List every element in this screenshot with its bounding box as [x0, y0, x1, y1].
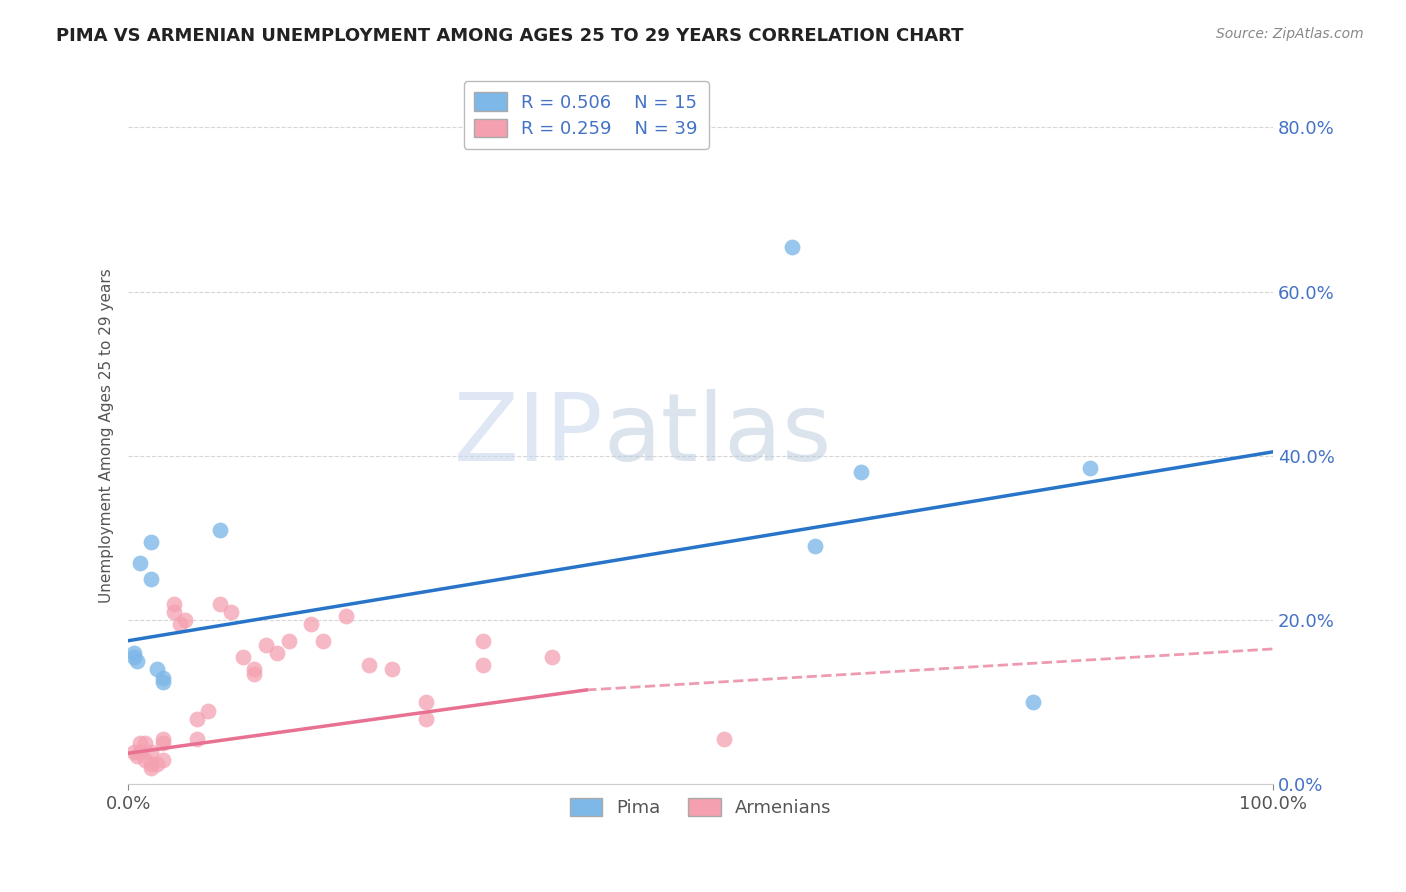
Text: PIMA VS ARMENIAN UNEMPLOYMENT AMONG AGES 25 TO 29 YEARS CORRELATION CHART: PIMA VS ARMENIAN UNEMPLOYMENT AMONG AGES…	[56, 27, 963, 45]
Point	[1021, 695, 1043, 709]
Point	[127, 654, 149, 668]
Point	[122, 646, 145, 660]
Point	[152, 736, 174, 750]
Point	[152, 732, 174, 747]
Point	[277, 633, 299, 648]
Text: ZIP: ZIP	[454, 390, 603, 482]
Point	[128, 556, 150, 570]
Point	[780, 239, 803, 253]
Point	[804, 539, 827, 553]
Point	[186, 712, 208, 726]
Text: Source: ZipAtlas.com: Source: ZipAtlas.com	[1216, 27, 1364, 41]
Point	[139, 535, 162, 549]
Point	[849, 466, 872, 480]
Point	[152, 671, 174, 685]
Legend: Pima, Armenians: Pima, Armenians	[562, 790, 839, 824]
Point	[186, 732, 208, 747]
Point	[122, 650, 145, 665]
Point	[152, 753, 174, 767]
Point	[472, 633, 495, 648]
Point	[128, 745, 150, 759]
Point	[219, 605, 242, 619]
Point	[299, 617, 322, 632]
Point	[713, 732, 735, 747]
Point	[134, 736, 156, 750]
Point	[380, 663, 402, 677]
Point	[139, 572, 162, 586]
Point	[312, 633, 335, 648]
Text: atlas: atlas	[603, 390, 831, 482]
Point	[146, 663, 169, 677]
Point	[127, 748, 149, 763]
Point	[415, 695, 437, 709]
Point	[139, 756, 162, 771]
Point	[208, 523, 231, 537]
Point	[208, 597, 231, 611]
Point	[232, 650, 254, 665]
Point	[174, 613, 197, 627]
Point	[266, 646, 288, 660]
Point	[152, 674, 174, 689]
Point	[163, 605, 186, 619]
Point	[1078, 461, 1101, 475]
Point	[163, 597, 186, 611]
Point	[146, 756, 169, 771]
Point	[472, 658, 495, 673]
Point	[540, 650, 562, 665]
Point	[128, 736, 150, 750]
Point	[254, 638, 277, 652]
Point	[169, 617, 191, 632]
Y-axis label: Unemployment Among Ages 25 to 29 years: Unemployment Among Ages 25 to 29 years	[100, 268, 114, 603]
Point	[134, 753, 156, 767]
Point	[197, 704, 219, 718]
Point	[335, 609, 357, 624]
Point	[357, 658, 380, 673]
Point	[243, 663, 266, 677]
Point	[139, 761, 162, 775]
Point	[415, 712, 437, 726]
Point	[243, 666, 266, 681]
Point	[122, 745, 145, 759]
Point	[139, 745, 162, 759]
